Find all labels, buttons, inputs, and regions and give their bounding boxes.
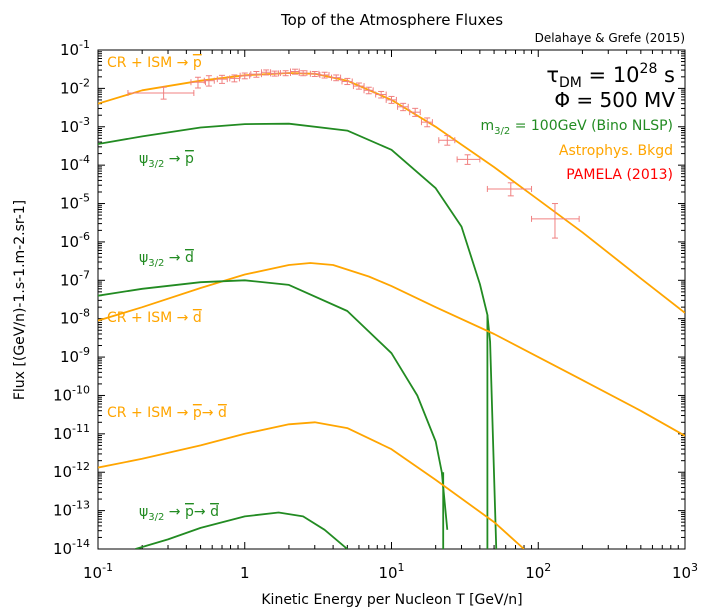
- chart-subtitle: Delahaye & Grefe (2015): [535, 31, 685, 45]
- pamela-point: [420, 117, 433, 128]
- pamela-point: [203, 75, 215, 87]
- pamela-point: [456, 154, 481, 165]
- pamela-point: [239, 72, 251, 80]
- pamela-point: [531, 203, 580, 239]
- pamela-data-points: [127, 68, 580, 239]
- y-tick-label: 10-9: [60, 345, 90, 366]
- pamela-point: [341, 77, 353, 86]
- pamela-point: [260, 69, 272, 76]
- pamela-point: [216, 74, 228, 84]
- x-tick-label: 103: [672, 561, 698, 582]
- pamela-point: [375, 90, 387, 99]
- y-tick-label: 10-6: [60, 230, 90, 251]
- y-axis-label: Flux [(GeV/n)-1.s-1.m-2.sr-1]: [12, 200, 28, 400]
- chart-title: Top of the Atmosphere Fluxes: [280, 11, 503, 29]
- y-tick-label: 10-14: [53, 537, 90, 558]
- annotation-psi-pbar: ψ3/2 → p: [139, 151, 194, 170]
- y-tick-label: 10-11: [53, 422, 90, 443]
- y-tick-label: 10-4: [60, 153, 90, 174]
- pamela-point: [127, 86, 195, 100]
- annotation-psi-dbar: ψ3/2 → d: [139, 250, 194, 269]
- legend-pamela: PAMELA (2013): [566, 167, 673, 183]
- y-tick-label: 10-8: [60, 307, 90, 328]
- pamela-point: [279, 70, 291, 77]
- y-tick-label: 10-13: [53, 499, 90, 520]
- legend-tau-sub: DM: [559, 75, 582, 91]
- x-axis-label: Kinetic Energy per Nucleon T [GeV/n]: [261, 592, 522, 608]
- y-tick-label: 10-3: [60, 115, 90, 136]
- astro-background-curve: [98, 421, 525, 549]
- legend-tau: τDM = 1028 s: [546, 61, 675, 91]
- y-tick-label: 10-10: [53, 383, 90, 404]
- legend-mass: m3/2 = 100GeV (Bino NLSP): [481, 118, 673, 137]
- y-tick-label: 10-1: [60, 38, 90, 59]
- y-tick-labels: 10-1 10-2 10-3 10-4 10-5 10-6 10-7 10-8 10-9 10-1…: [53, 38, 90, 558]
- legend-phi: Φ = 500 MV: [554, 88, 675, 112]
- pamela-point: [385, 95, 397, 104]
- y-tick-label: 10-12: [53, 460, 90, 481]
- pamela-point: [270, 70, 280, 77]
- annotation-psi-pbar-dbar: ψ3/2 → p→ d: [139, 504, 219, 523]
- dark-matter-curve: [135, 511, 348, 549]
- flux-curves: [98, 72, 685, 549]
- annotation-cr-ism-pbar: CR + ISM → p: [107, 55, 202, 71]
- pamela-point: [409, 107, 421, 117]
- annotation-cr-ism-pbar-dbar: CR + ISM → p→ d: [107, 405, 227, 421]
- x-tick-label: 102: [525, 561, 551, 582]
- x-tick-labels: 10-1 1 101 102 103: [83, 561, 698, 582]
- pamela-point: [330, 74, 342, 82]
- pamela-point: [229, 74, 240, 83]
- x-tick-label: 101: [378, 561, 404, 582]
- pamela-point: [438, 135, 456, 146]
- x-tick-label: 1: [240, 564, 250, 582]
- pamela-point: [363, 86, 374, 95]
- legend-tau-sup: 28: [640, 61, 658, 77]
- pamela-point: [486, 182, 533, 197]
- y-tick-label: 10-7: [60, 268, 90, 289]
- y-tick-label: 10-2: [60, 76, 90, 97]
- axis-ticks: [97, 50, 685, 550]
- y-tick-label: 10-5: [60, 192, 90, 213]
- dark-matter-curve: [98, 279, 449, 530]
- pamela-point: [309, 70, 320, 77]
- x-tick-label: 10-1: [83, 561, 113, 582]
- legend-astro: Astrophys. Bkgd: [559, 143, 673, 159]
- pamela-point: [319, 71, 330, 79]
- astro-background-curve: [98, 262, 685, 437]
- pamela-point: [397, 102, 409, 112]
- annotation-cr-ism-dbar: CR + ISM → d: [107, 310, 202, 326]
- pamela-point: [298, 70, 308, 77]
